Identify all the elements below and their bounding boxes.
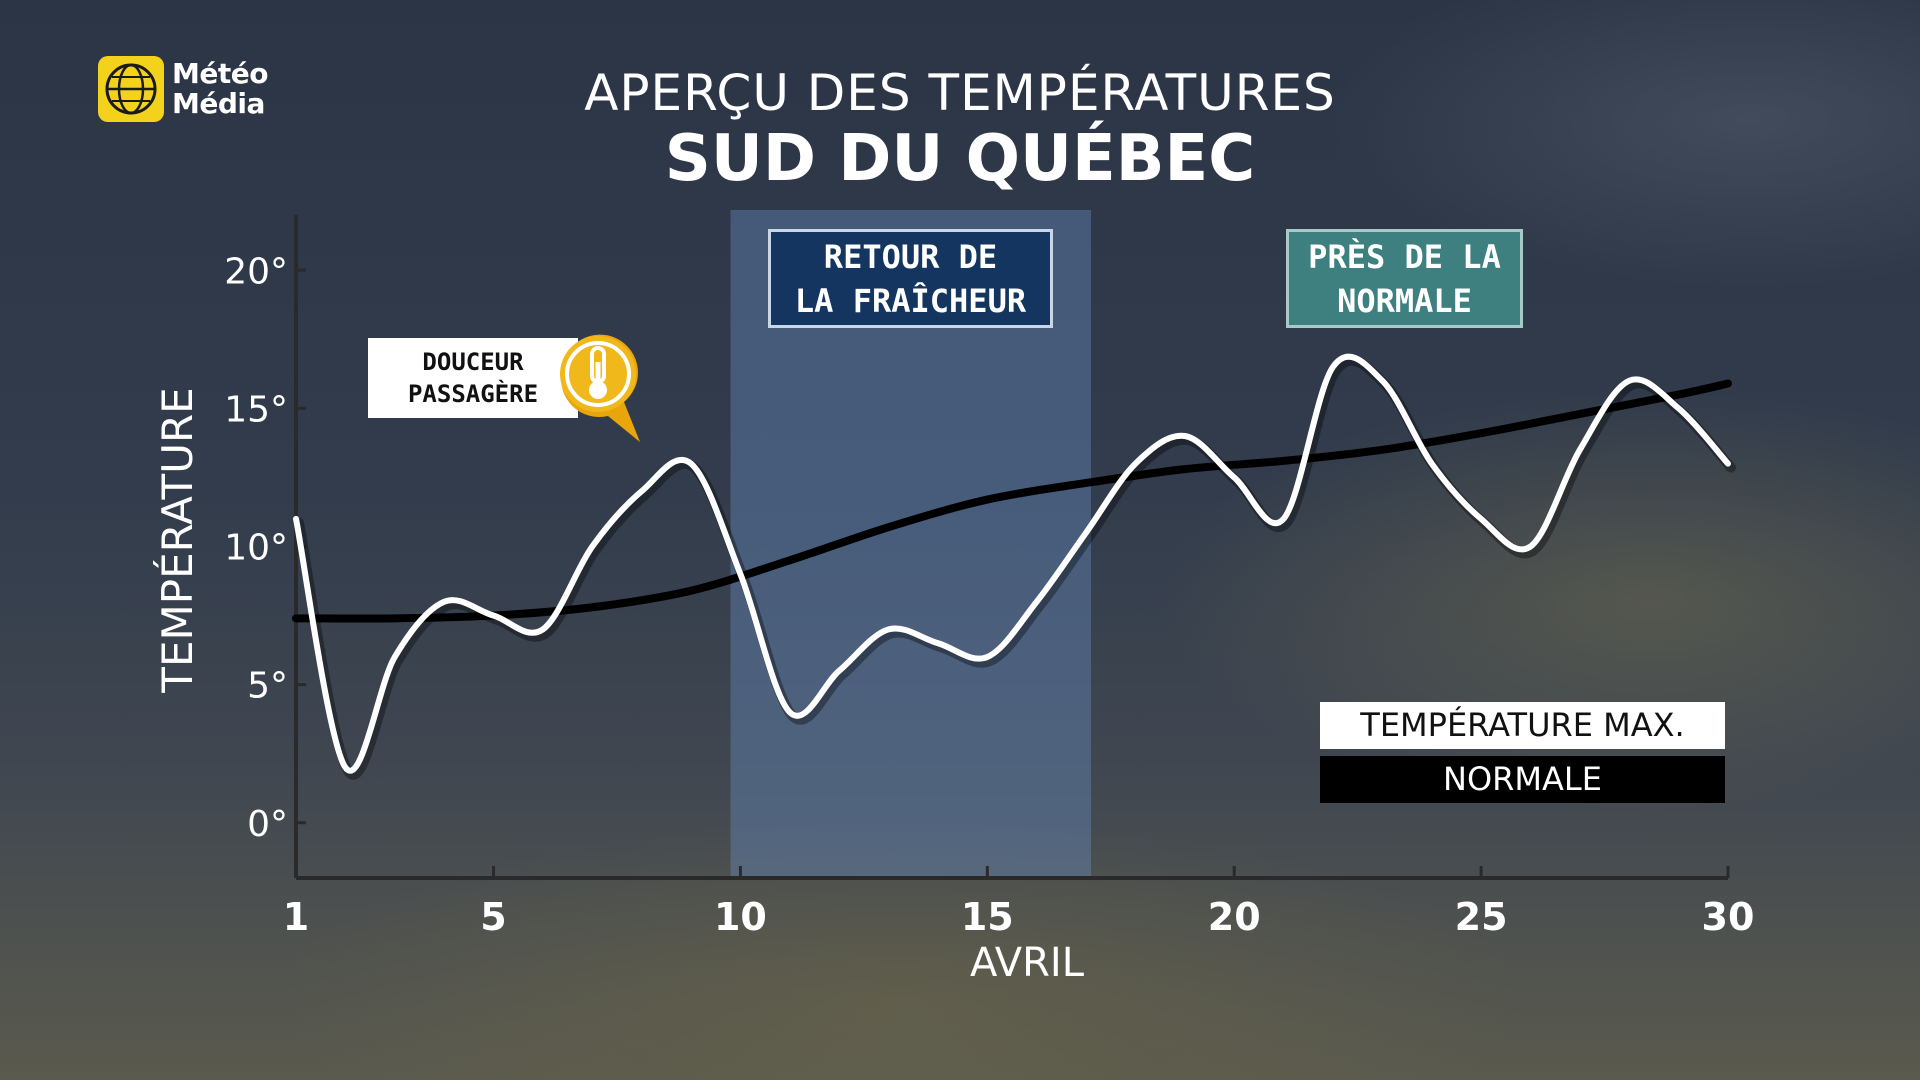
annotation-normale: PRÈS DE LA NORMALE <box>1286 229 1523 328</box>
normale-line-2: NORMALE <box>1337 282 1472 320</box>
logo-text: Météo Média <box>172 59 268 119</box>
x-tick-label: 10 <box>714 895 767 939</box>
x-tick-label: 15 <box>961 895 1014 939</box>
legend-normal: NORMALE <box>1320 756 1725 803</box>
douceur-line-2: PASSAGÈRE <box>407 380 539 408</box>
y-tick-label: 15° <box>224 389 288 430</box>
x-tick-label: 20 <box>1208 895 1261 939</box>
series-max-temperature <box>293 353 1731 774</box>
douceur-line-1: DOUCEUR <box>422 348 524 376</box>
x-tick-label: 5 <box>480 895 506 939</box>
y-tick-label: 20° <box>224 251 288 292</box>
page-subtitle: SUD DU QUÉBEC <box>664 122 1256 196</box>
y-tick-label: 5° <box>247 666 288 707</box>
annotation-douceur: DOUCEUR PASSAGÈRE <box>368 338 578 418</box>
y-tick-label: 10° <box>224 528 288 569</box>
logo-line-2: Média <box>172 87 265 120</box>
logo-line-1: Météo <box>172 57 268 90</box>
x-tick-label: 30 <box>1702 895 1755 939</box>
legend-max-temperature: TEMPÉRATURE MAX. <box>1320 702 1725 749</box>
meteomedia-logo: Météo Média <box>98 56 268 122</box>
page-title: APERÇU DES TEMPÉRATURES <box>584 64 1336 122</box>
y-tick-label: 0° <box>247 804 288 845</box>
annotation-fraicheur: RETOUR DE LA FRAÎCHEUR <box>768 229 1053 328</box>
fraicheur-line-2: LA FRAÎCHEUR <box>794 282 1027 320</box>
x-tick-label: 1 <box>283 895 309 939</box>
x-tick-label: 25 <box>1455 895 1508 939</box>
series-normal <box>292 379 1732 623</box>
globe-icon <box>98 56 164 122</box>
y-axis-title: TEMPÉRATURE <box>152 387 202 693</box>
thermometer-icon <box>560 334 640 442</box>
x-axis-title: AVRIL <box>970 940 1085 986</box>
fraicheur-line-1: RETOUR DE <box>823 238 998 276</box>
normale-line-1: PRÈS DE LA <box>1308 238 1501 276</box>
